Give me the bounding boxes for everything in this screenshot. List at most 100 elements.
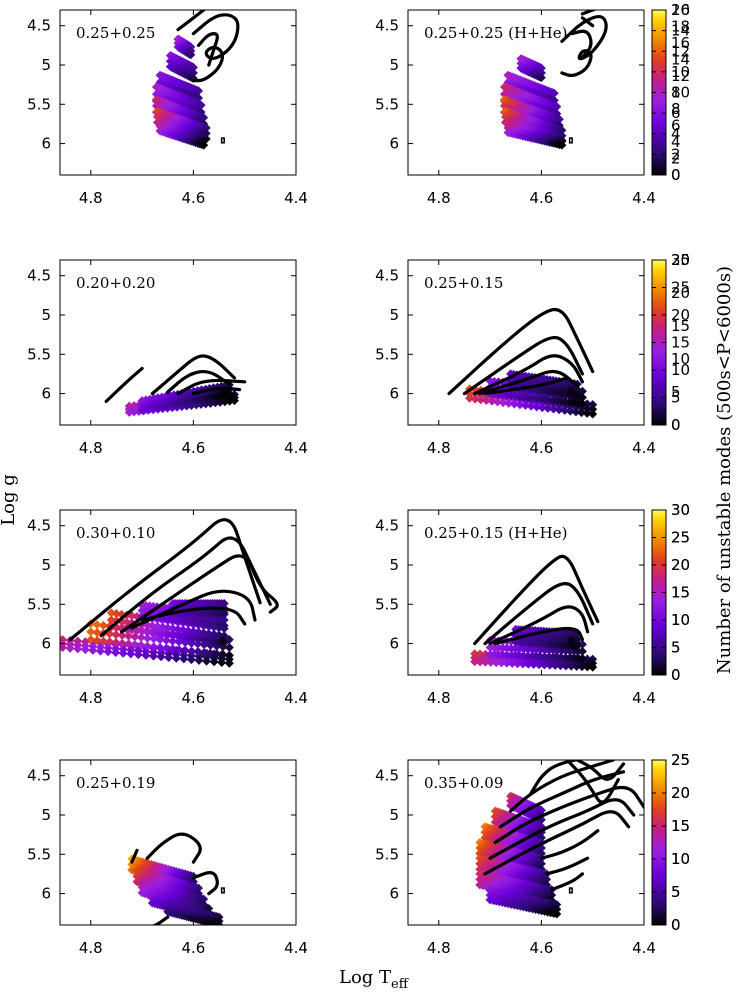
data-point [117, 638, 127, 648]
data-point [557, 131, 567, 141]
data-point [543, 403, 553, 413]
data-point [542, 874, 552, 884]
colorbar-tick-label: 5 [671, 883, 681, 901]
plot-frame [407, 509, 645, 676]
data-point [168, 636, 178, 646]
colorbar-tick-label: 15 [671, 334, 690, 352]
evolution-tracks [176, 10, 240, 83]
panel-label: 0.25+0.15 (H+He) [424, 524, 567, 542]
y-tick-label: 5.5 [375, 345, 399, 363]
data-point [521, 400, 531, 410]
data-point [588, 400, 598, 410]
x-tick-label: 4.8 [427, 189, 451, 207]
colorbar-tick-label: 16 [671, 1, 690, 19]
y-tick-label: 5.5 [375, 95, 399, 113]
colorbar-tick-label: 30 [671, 251, 690, 269]
colorbar-tick-label: 0 [671, 666, 681, 684]
data-point [502, 658, 512, 668]
observed-small-box [220, 637, 225, 644]
data-point [224, 658, 234, 668]
data-point [509, 399, 519, 409]
colorbar-tick-label: 20 [671, 284, 690, 302]
data-point [536, 859, 546, 869]
data-point [552, 900, 562, 910]
evolution-track [151, 915, 170, 925]
data-point [188, 68, 198, 78]
data-point [217, 658, 227, 667]
plot-frame [407, 759, 645, 926]
colorbar-tick-label: 10 [671, 611, 690, 629]
panel-label: 0.25+0.25 (H+He) [424, 24, 567, 42]
y-tick-label: 6 [389, 385, 399, 403]
data-point [556, 661, 566, 671]
colorbar-tick-label: 15 [671, 317, 690, 335]
data-point [196, 100, 206, 110]
data-point [199, 131, 209, 141]
data-point [577, 399, 587, 409]
evolution-tracks [560, 10, 608, 78]
plot-frame [407, 9, 645, 176]
data-point [470, 394, 480, 404]
observed-small-box [220, 887, 225, 894]
colorbar-tick-label: 20 [671, 784, 690, 802]
data-point [149, 634, 159, 644]
colorbar-tick-label: 14 [671, 22, 690, 40]
data-point [133, 650, 143, 660]
colorbar-tick-label: 20 [671, 556, 690, 574]
data-point [549, 88, 559, 98]
y-tick-label: 6 [389, 135, 399, 153]
colorbar-tick-label: 8 [671, 100, 681, 118]
x-tick-label: 4.6 [181, 689, 205, 707]
data-point [186, 655, 196, 665]
data-point [194, 883, 204, 893]
colorbar-tick-label: 25 [671, 529, 690, 547]
colorbar-tick-label: 18 [671, 18, 690, 36]
data-point [493, 397, 503, 407]
evolution-track [498, 770, 626, 829]
data-point [105, 637, 115, 647]
data-point [465, 393, 475, 403]
y-tick-label: 6 [41, 385, 51, 403]
x-tick-label: 4.4 [284, 689, 308, 707]
evolution-track [130, 848, 139, 864]
data-point [92, 620, 102, 630]
data-point [486, 657, 496, 667]
colorbar-tick-label: 5 [671, 389, 681, 407]
data-point [577, 662, 587, 672]
data-point [171, 653, 181, 663]
data-point [124, 639, 134, 649]
evolution-track [191, 386, 242, 396]
evolution-track [575, 760, 626, 781]
evolution-track [544, 856, 590, 876]
x-tick-label: 4.6 [529, 939, 553, 957]
colorbar-tick-label: 10 [671, 850, 690, 868]
evolution-track [104, 366, 144, 403]
y-tick-label: 5 [389, 306, 399, 324]
evolution-track [493, 626, 584, 646]
panel-label: 0.35+0.09 [424, 774, 503, 792]
evolution-track [539, 829, 600, 860]
data-point [557, 135, 567, 145]
evolution-tracks [130, 832, 219, 925]
data-point [180, 645, 190, 655]
colorbar-tick-label: 12 [671, 67, 690, 85]
evolution-track [191, 13, 240, 83]
colorbar [651, 759, 667, 926]
colorbar-tick-label: 20 [671, 556, 690, 574]
data-point [219, 599, 229, 608]
x-tick-label: 4.6 [529, 189, 553, 207]
data-point [156, 652, 166, 662]
data-point [572, 661, 582, 671]
panel-label: 0.30+0.10 [76, 524, 155, 542]
y-tick-label: 5.5 [375, 595, 399, 613]
colorbar-tick-label: 8 [671, 84, 681, 102]
data-point [515, 400, 525, 410]
data-point [186, 50, 196, 60]
y-tick-label: 5 [41, 556, 51, 574]
data-point [539, 660, 549, 670]
data-point [149, 642, 159, 652]
data-point [550, 660, 560, 670]
panel-label: 0.20+0.20 [76, 274, 155, 292]
colorbar-tick-label: 15 [671, 584, 690, 602]
